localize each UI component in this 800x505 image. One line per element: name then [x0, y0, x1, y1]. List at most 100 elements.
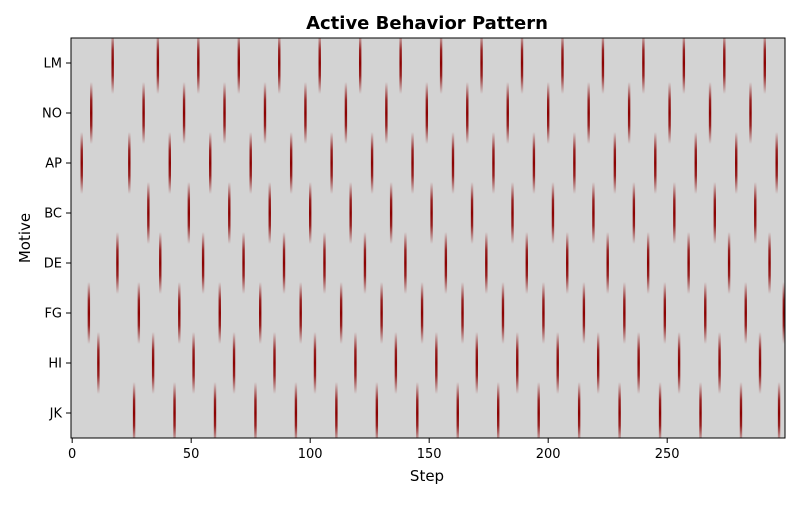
y-tick-label: NO	[42, 107, 62, 122]
heatmap-cell-jk-162	[456, 382, 459, 438]
heatmap-cell-jk-128	[375, 382, 379, 438]
heatmap-cell-jk-77	[254, 382, 257, 438]
heatmap-cell-lm-240	[642, 38, 645, 94]
heatmap-cell-lm-291	[763, 38, 766, 94]
heatmap-cell-bc-236	[632, 182, 636, 244]
heatmap-cell-bc-270	[713, 182, 716, 244]
heatmap-cell-ap-41	[168, 132, 171, 194]
heatmap-cell-bc-202	[551, 182, 555, 244]
heatmap-cell-fg-7	[87, 282, 91, 344]
heatmap-cell-no-268	[708, 82, 712, 144]
heatmap-cell-no-115	[344, 82, 348, 144]
heatmap-cell-lm-87	[278, 38, 281, 94]
heatmap-cell-lm-223	[601, 38, 605, 94]
heatmap-cell-de-123	[363, 232, 367, 294]
y-tick-label: JK	[49, 407, 63, 422]
heatmap-cell-hi-136	[394, 332, 398, 394]
heatmap-cell-hi-85	[273, 332, 276, 394]
heatmap-cell-hi-119	[354, 332, 357, 394]
heatmap-cell-de-89	[282, 232, 286, 294]
heatmap-cell-hi-153	[435, 332, 438, 394]
heatmap-cell-bc-100	[309, 182, 312, 244]
heatmap-cell-jk-297	[777, 382, 781, 438]
heatmap-cell-no-64	[223, 82, 226, 144]
y-tick-label: FG	[44, 307, 62, 322]
heatmap-cell-de-72	[242, 232, 245, 294]
heatmap-cell-de-191	[525, 232, 528, 294]
heatmap-cell-ap-296	[775, 132, 778, 194]
heatmap-cell-lm-53	[197, 38, 200, 94]
heatmap-cell-no-251	[668, 82, 671, 144]
heatmap-cell-bc-219	[592, 182, 595, 244]
heatmap-cell-jk-145	[416, 382, 419, 438]
heatmap-cell-fg-164	[461, 282, 464, 344]
heatmap-cell-bc-253	[673, 182, 676, 244]
heatmap-cell-bc-32	[147, 182, 150, 244]
heatmap-cell-ap-58	[209, 132, 212, 194]
heatmap-cell-jk-281	[739, 382, 743, 438]
heatmap-cell-ap-177	[492, 132, 495, 194]
heatmap-cell-bc-49	[187, 182, 191, 244]
heatmap-cell-de-19	[116, 232, 119, 294]
heatmap-cell-jk-230	[618, 382, 621, 438]
heatmap-cell-hi-272	[718, 332, 721, 394]
heatmap-cell-hi-289	[758, 332, 762, 394]
heatmap-cell-lm-257	[682, 38, 686, 94]
heatmap-cell-hi-238	[637, 332, 640, 394]
heatmap-cell-ap-228	[613, 132, 617, 194]
heatmap-cell-de-106	[323, 232, 326, 294]
heatmap-cell-de-140	[404, 232, 407, 294]
heatmap-cell-de-259	[687, 232, 690, 294]
heatmap-cell-ap-24	[128, 132, 131, 194]
heatmap-cell-fg-266	[704, 282, 707, 344]
heatmap-cell-ap-211	[573, 132, 576, 194]
y-tick-label: LM	[44, 57, 62, 72]
heatmap-cell-ap-262	[694, 132, 697, 194]
heatmap-cell-bc-168	[470, 182, 474, 244]
heatmap-cell-bc-117	[349, 182, 352, 244]
heatmap-cell-lm-104	[318, 38, 321, 94]
heatmap-cell-jk-60	[213, 382, 217, 438]
heatmap-cell-ap-4	[80, 132, 83, 194]
heatmap-cell-hi-102	[313, 332, 317, 394]
heatmap-cell-jk-111	[335, 382, 338, 438]
y-tick-label: AP	[45, 157, 62, 172]
heatmap-cell-bc-185	[511, 182, 514, 244]
heatmap-cell-ap-143	[411, 132, 414, 194]
heatmap-cell-bc-83	[268, 182, 271, 244]
heatmap-cell-no-217	[587, 82, 590, 144]
x-tick-label: 50	[183, 447, 200, 462]
heatmap-cell-hi-34	[151, 332, 155, 394]
heatmap-cell-de-55	[201, 232, 205, 294]
x-axis: 0 50 100 150 200 250	[68, 438, 680, 462]
heatmap-cell-jk-94	[294, 382, 298, 438]
heatmap-cell-lm-274	[723, 38, 726, 94]
heatmap-cell-ap-245	[654, 132, 657, 194]
heatmap-cell-no-8	[90, 82, 93, 144]
heatmap-cell-fg-79	[259, 282, 262, 344]
y-axis-label: Motive	[16, 213, 34, 263]
heatmap-cell-fg-181	[501, 282, 505, 344]
plot-frame	[70, 37, 786, 439]
heatmap-cell-hi-187	[516, 332, 519, 394]
heatmap-cell-jk-247	[658, 382, 662, 438]
heatmap-cell-ap-160	[451, 132, 455, 194]
heatmap-cell-de-242	[646, 232, 650, 294]
heatmap-cell-de-276	[727, 232, 731, 294]
heatmap-cell-hi-11	[97, 332, 100, 394]
heatmap-cell-lm-138	[399, 38, 402, 94]
heatmap-cell-ap-279	[735, 132, 738, 194]
heatmap-cell-jk-43	[173, 382, 176, 438]
x-tick-label: 200	[536, 447, 561, 462]
heatmap-cell-fg-232	[623, 282, 626, 344]
heatmap-cell-lm-155	[439, 38, 443, 94]
heatmap-cell-de-37	[159, 232, 162, 294]
heatmap-marks	[80, 38, 785, 438]
heatmap-cell-fg-62	[218, 282, 221, 344]
heatmap-cell-no-132	[385, 82, 388, 144]
heatmap-cell-no-183	[506, 82, 509, 144]
heatmap-cell-lm-17	[111, 38, 114, 94]
heatmap-cell-bc-287	[754, 182, 757, 244]
x-tick-label: 250	[655, 447, 680, 462]
